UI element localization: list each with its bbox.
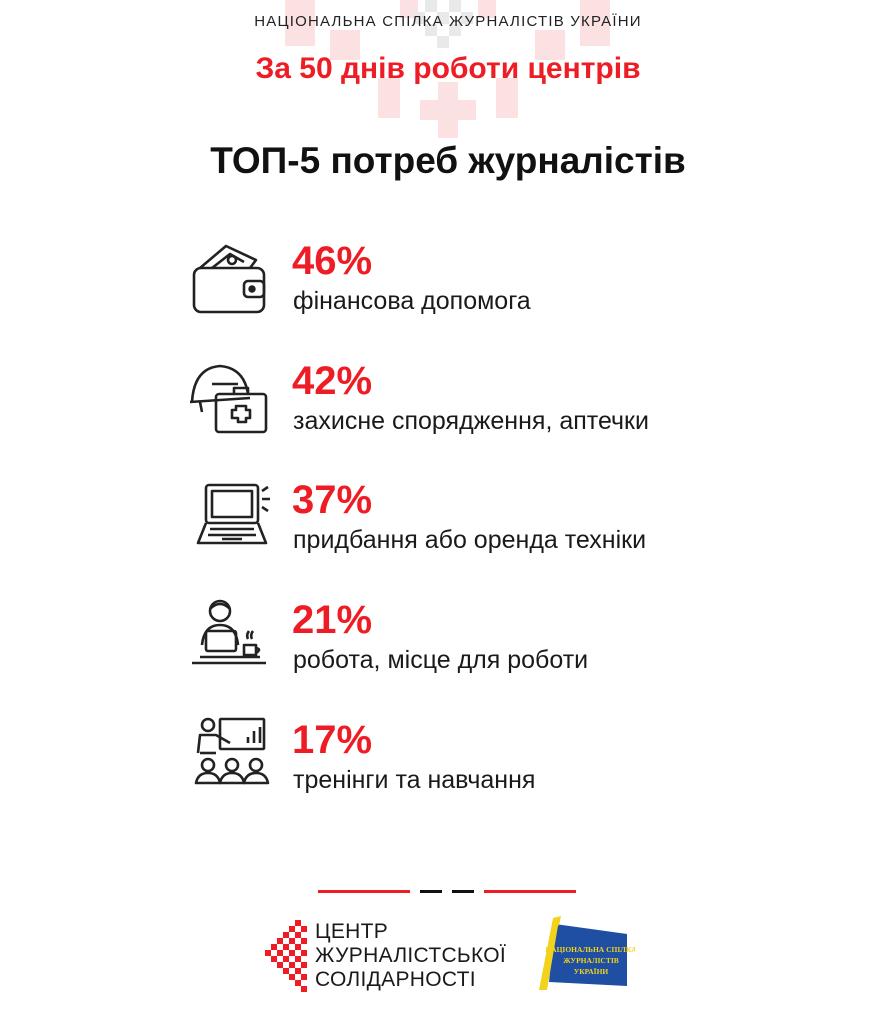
need-label: фінансова допомога [293,287,531,315]
divider-red-right [484,890,576,893]
page-subtitle: За 50 днів роботи центрів [255,52,641,85]
need-item-equipment: 37% придбання або оренда техніки [186,477,826,577]
solidarity-center-logo: ЦЕНТР ЖУРНАЛІСТСЬКОЇ СОЛІДАРНОСТІ [265,918,565,998]
need-label: придбання або оренда техніки [293,526,647,554]
need-percent: 17% [292,718,373,762]
need-item-financial: 46% фінансова допомога [186,238,826,338]
svg-text:УКРАЇНИ: УКРАЇНИ [574,967,609,976]
need-item-workplace: 21% робота, місце для роботи [186,597,826,697]
nuju-logo: НАЦІОНАЛЬНА СПІЛКА ЖУРНАЛІСТІВ УКРАЇНИ [539,916,635,990]
need-percent: 21% [292,598,373,642]
workplace-icon [192,599,266,665]
logo-line-1: ЦЕНТР [315,920,389,943]
svg-text:ЖУРНАЛІСТІВ: ЖУРНАЛІСТІВ [563,956,619,965]
page-title: ТОП-5 потреб журналістів [210,140,686,181]
logo-line-3: СОЛІДАРНОСТІ [315,968,476,991]
need-item-protective-gear: 42% захисне спорядження, аптечки [186,358,826,458]
need-label: робота, місце для роботи [293,646,589,674]
helmet-first-aid-icon [189,364,268,434]
embroidery-mark-icon [265,920,307,992]
svg-text:НАЦІОНАЛЬНА СПІЛКА: НАЦІОНАЛЬНА СПІЛКА [545,945,635,954]
need-percent: 46% [292,239,373,283]
need-percent: 37% [292,478,373,522]
need-label: захисне спорядження, аптечки [293,407,649,435]
logo-line-2: ЖУРНАЛІСТСЬКОЇ [315,944,507,967]
need-percent: 42% [292,359,373,403]
solidarity-center-text: ЦЕНТР ЖУРНАЛІСТСЬКОЇ СОЛІДАРНОСТІ [315,920,506,992]
divider-dark-1 [420,890,442,893]
divider-red-left [318,890,410,893]
organization-name: НАЦІОНАЛЬНА СПІЛКА ЖУРНАЛІСТІВ УКРАЇНИ [254,13,642,30]
training-icon [194,717,270,785]
wallet-icon [192,244,266,314]
divider-dark-2 [452,890,474,893]
need-item-training: 17% тренінги та навчання [186,717,826,817]
need-label: тренінги та навчання [293,766,536,794]
laptop-icon [196,483,270,545]
